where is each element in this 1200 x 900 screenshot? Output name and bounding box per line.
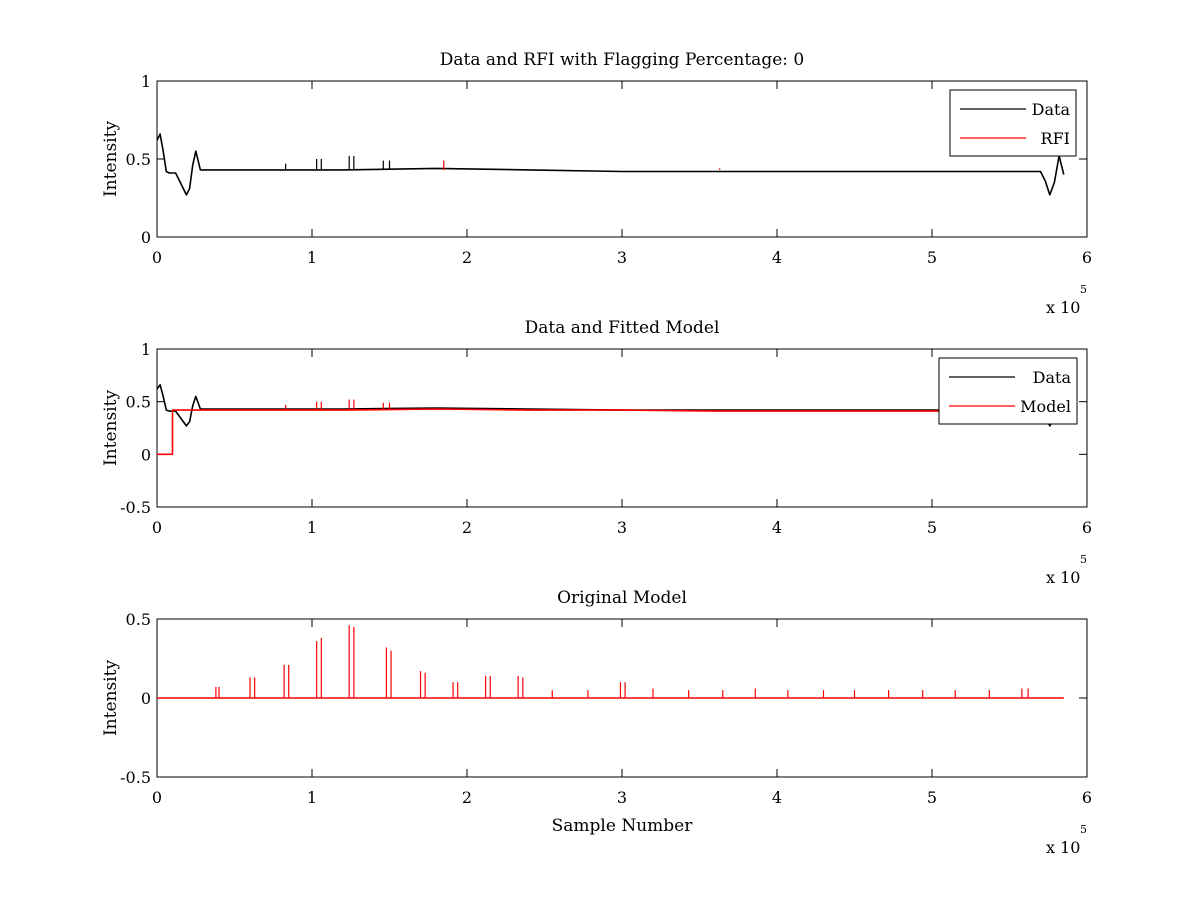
x-tick-label: 2 — [462, 518, 472, 537]
legend-box — [949, 89, 1077, 157]
x-exponent-label: x 10 — [1046, 298, 1080, 317]
y-tick-label: 0 — [141, 689, 151, 708]
series-model — [157, 399, 1056, 456]
x-tick-label: 0 — [152, 788, 162, 807]
x-exponent-power: 5 — [1080, 823, 1087, 836]
plot-p1: Data and RFI with Flagging Percentage: 0… — [101, 50, 1092, 317]
x-tick-label: 0 — [152, 518, 162, 537]
series-model — [157, 625, 1064, 699]
y-tick-label: 1 — [141, 340, 151, 359]
plot-title: Data and RFI with Flagging Percentage: 0 — [440, 50, 804, 70]
series-line — [157, 408, 1056, 456]
y-tick-label: 0 — [141, 228, 151, 247]
axes-box — [156, 80, 1088, 238]
legend: Data Model — [938, 357, 1078, 425]
x-tick-label: 5 — [927, 518, 937, 537]
x-tick-label: 6 — [1082, 518, 1092, 537]
x-exponent-power: 5 — [1080, 283, 1087, 296]
x-tick-label: 3 — [617, 518, 627, 537]
x-axis-label: Sample Number — [552, 816, 694, 836]
series-data — [157, 133, 1065, 196]
axes-box — [156, 348, 1088, 508]
x-tick-label: 4 — [772, 518, 782, 537]
x-tick-label: 6 — [1082, 248, 1092, 267]
y-tick-label: -0.5 — [120, 498, 151, 517]
legend-label: Data — [1032, 100, 1071, 119]
x-tick-label: 6 — [1082, 788, 1092, 807]
x-tick-label: 2 — [462, 248, 472, 267]
plot-area — [157, 625, 1064, 699]
x-tick-label: 1 — [307, 788, 317, 807]
y-tick-label: 0.5 — [126, 393, 151, 412]
plot-title: Original Model — [557, 588, 687, 608]
x-tick-label: 4 — [772, 788, 782, 807]
legend: Data RFI — [949, 89, 1077, 157]
x-exponent-label: x 10 — [1046, 568, 1080, 587]
x-tick-label: 5 — [927, 248, 937, 267]
legend-label: Data — [1033, 368, 1072, 387]
x-tick-label: 5 — [927, 788, 937, 807]
x-tick-label: 3 — [617, 248, 627, 267]
y-tick-label: 1 — [141, 72, 151, 91]
x-tick-label: 0 — [152, 248, 162, 267]
y-axis-label: Intensity — [101, 121, 121, 197]
x-exponent-label: x 10 — [1046, 838, 1080, 857]
legend-label: Model — [1020, 397, 1071, 416]
y-tick-label: 0.5 — [126, 610, 151, 629]
y-axis-label: Intensity — [101, 660, 121, 736]
y-axis-label: Intensity — [101, 390, 121, 466]
y-tick-label: -0.5 — [120, 768, 151, 787]
legend-label: RFI — [1041, 129, 1070, 148]
plot-title: Data and Fitted Model — [525, 318, 720, 338]
x-tick-label: 2 — [462, 788, 472, 807]
series-line — [157, 133, 1065, 196]
plot-area — [157, 133, 1065, 196]
y-tick-label: 0 — [141, 445, 151, 464]
plot-p2: Data and Fitted Model Intensity 0 1 2 3 4 5 6 -0.… — [101, 318, 1092, 587]
series-rfi — [443, 160, 721, 170]
plot-p3: Original Model Intensity Sample Number 0 1 2 3… — [101, 588, 1092, 857]
x-tick-label: 1 — [307, 518, 317, 537]
x-tick-label: 1 — [307, 248, 317, 267]
y-tick-label: 0.5 — [126, 150, 151, 169]
legend-box — [938, 357, 1078, 425]
x-exponent-power: 5 — [1080, 553, 1087, 566]
x-tick-label: 3 — [617, 788, 627, 807]
x-tick-label: 4 — [772, 248, 782, 267]
